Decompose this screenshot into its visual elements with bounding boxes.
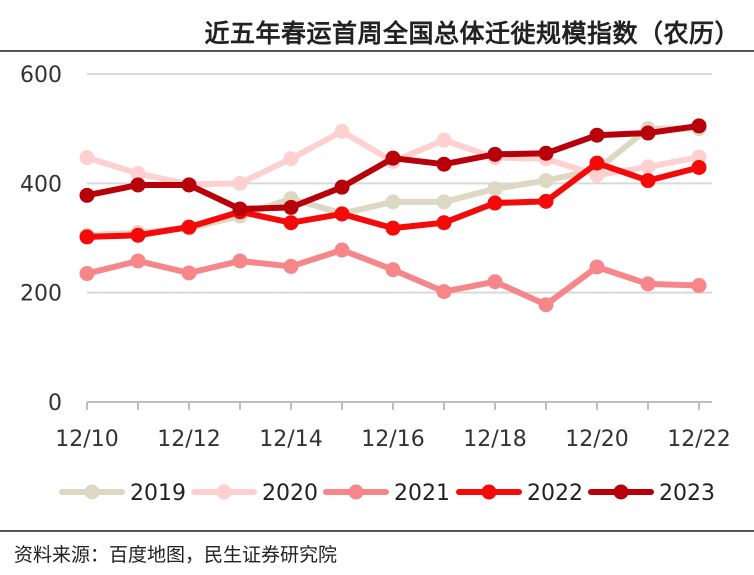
data-point (640, 173, 656, 189)
data-point (385, 194, 401, 210)
data-point (691, 149, 707, 165)
data-point (334, 123, 350, 139)
data-point (385, 262, 401, 278)
data-point (538, 173, 554, 189)
data-point (589, 127, 605, 143)
data-point (283, 199, 299, 215)
data-point (232, 201, 248, 217)
y-tick-label: 400 (20, 172, 62, 197)
migration-index-line-chart: 0 200 400 600 12/10 12/12 12/14 12/16 12/18 12/20… (20, 63, 731, 506)
data-point (130, 227, 146, 243)
data-point (589, 155, 605, 171)
x-tick-label: 12/22 (667, 427, 730, 452)
data-point (181, 177, 197, 193)
data-point (334, 242, 350, 258)
legend-item-2022: 2022 (456, 481, 583, 506)
data-point (79, 266, 95, 282)
data-point (436, 284, 452, 300)
y-tick-label: 600 (20, 63, 62, 88)
source-note: 资料来源：百度地图，民生证券研究院 (14, 544, 338, 566)
data-point (283, 151, 299, 167)
data-point (334, 206, 350, 222)
data-point (589, 167, 605, 183)
data-point (385, 220, 401, 236)
x-tick-label: 12/14 (259, 427, 322, 452)
chart-title: 近五年春运首周全国总体迁徙规模指数（农历） (204, 19, 740, 48)
legend-label: 2023 (659, 481, 715, 506)
legend-item-2023: 2023 (588, 481, 715, 506)
x-tick-label: 12/16 (361, 427, 424, 452)
data-point (334, 179, 350, 195)
data-point (538, 145, 554, 161)
x-tick-label: 12/20 (565, 427, 628, 452)
series-2021 (79, 242, 707, 313)
legend-label: 2019 (130, 481, 186, 506)
legend-item-2021: 2021 (323, 481, 450, 506)
legend-layer: 2019 2020 2021 2022 2023 (59, 481, 715, 506)
legend-swatch-marker (84, 484, 100, 500)
data-point (130, 253, 146, 269)
data-point (589, 259, 605, 275)
data-point (691, 159, 707, 175)
legend-item-2020: 2020 (191, 481, 318, 506)
data-point (487, 181, 503, 197)
data-point (436, 132, 452, 148)
x-tick-label: 12/10 (55, 427, 118, 452)
legend-label: 2022 (527, 481, 583, 506)
data-point (436, 215, 452, 231)
data-point (640, 125, 656, 141)
data-point (538, 297, 554, 313)
series-2023 (79, 118, 707, 217)
legend-label: 2021 (394, 481, 450, 506)
x-tick-label: 12/12 (157, 427, 220, 452)
data-point (487, 274, 503, 290)
data-point (436, 194, 452, 210)
data-point (487, 146, 503, 162)
data-point (385, 150, 401, 166)
data-point (130, 165, 146, 181)
data-point (181, 265, 197, 281)
y-tick-label: 200 (20, 282, 62, 307)
legend-item-2019: 2019 (59, 481, 186, 506)
data-point (79, 229, 95, 245)
data-point (283, 215, 299, 231)
series-layer (79, 118, 707, 313)
data-point (79, 150, 95, 166)
data-point (691, 118, 707, 134)
x-tick-label: 12/18 (463, 427, 526, 452)
data-point (487, 195, 503, 211)
data-point (691, 278, 707, 294)
data-point (436, 156, 452, 172)
data-point (538, 193, 554, 209)
legend-label: 2020 (262, 481, 318, 506)
data-point (283, 258, 299, 274)
y-tick-label: 0 (48, 391, 62, 416)
axis-layer: 0 200 400 600 12/10 12/12 12/14 12/16 12/18 12/20… (20, 63, 731, 452)
data-point (79, 187, 95, 203)
legend-swatch-marker (481, 484, 497, 500)
bottom-rule (0, 530, 754, 532)
data-point (232, 253, 248, 269)
legend-swatch-marker (216, 484, 232, 500)
legend-swatch-marker (348, 484, 364, 500)
data-point (640, 159, 656, 175)
top-rule (0, 50, 754, 52)
series-line (84, 247, 702, 308)
legend-swatch-marker (613, 484, 629, 500)
data-point (640, 276, 656, 292)
data-point (181, 219, 197, 235)
data-point (130, 177, 146, 193)
data-point (232, 175, 248, 191)
